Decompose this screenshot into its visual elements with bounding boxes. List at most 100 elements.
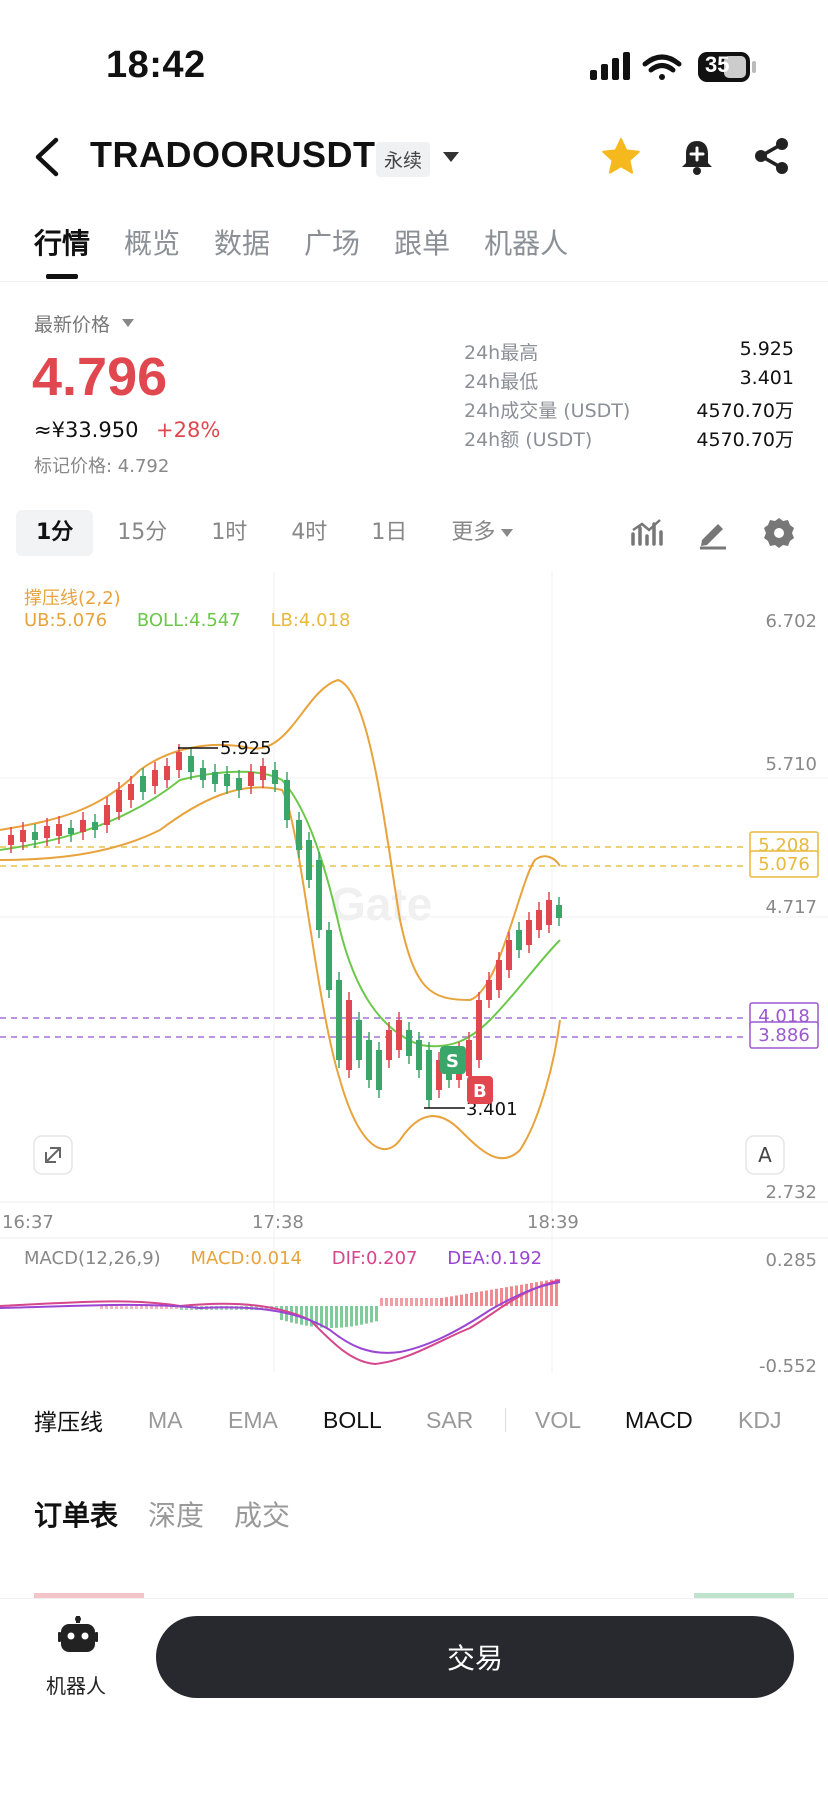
macd-histogram-bar	[450, 1296, 453, 1306]
macd-histogram-bar	[540, 1281, 543, 1306]
tab-kdj[interactable]: KDJ	[738, 1406, 782, 1433]
time-axis-label: 16:37	[2, 1212, 54, 1233]
candle-body	[212, 772, 218, 784]
price-tag-label: 3.886	[758, 1025, 810, 1046]
tab-depth[interactable]: 深度	[148, 1499, 205, 1532]
main-tabs: 行情 概览 数据 广场 跟单 机器人	[34, 222, 602, 262]
tab-overview[interactable]: 概览	[124, 227, 181, 260]
macd-value: MACD:0.014	[190, 1248, 303, 1269]
macd-histogram-bar	[155, 1306, 158, 1309]
candle-body	[326, 930, 332, 990]
timeframe-1h[interactable]: 1时	[211, 520, 248, 545]
settings-gear-icon[interactable]	[762, 516, 796, 550]
candlestick-chart[interactable]: Gate5.9253.401SB6.7025.7104.7172.7325.20…	[0, 572, 828, 1372]
share-icon[interactable]	[752, 136, 792, 176]
timeframe-more[interactable]: 更多	[431, 510, 533, 556]
tab-vol[interactable]: VOL	[535, 1406, 582, 1433]
macd-histogram-bar	[405, 1298, 408, 1306]
tab-ma[interactable]: MA	[148, 1406, 183, 1433]
mark-price: 标记价格: 4.792	[34, 456, 170, 477]
macd-histogram-bar	[320, 1306, 323, 1328]
tab-macd[interactable]: MACD	[625, 1406, 693, 1433]
tab-sar[interactable]: SAR	[426, 1406, 474, 1433]
robot-icon[interactable]	[58, 1616, 98, 1656]
candle-body	[140, 776, 146, 792]
candle-body	[20, 830, 26, 842]
stat-label-high: 24h最高	[464, 342, 539, 364]
contract-type-badge[interactable]: 永续	[376, 142, 431, 177]
macd-histogram-bar	[415, 1298, 418, 1306]
timeframe-1m[interactable]: 1分	[16, 510, 94, 556]
macd-histogram-bar	[420, 1298, 423, 1306]
candle-body	[56, 824, 62, 836]
divider	[0, 281, 828, 282]
macd-histogram-bar	[335, 1306, 338, 1328]
tab-support-resistance[interactable]: 撑压线	[34, 1409, 103, 1435]
candle-body	[224, 774, 230, 786]
candle-body	[546, 900, 552, 925]
candle-body	[236, 778, 242, 790]
star-icon[interactable]	[600, 136, 642, 178]
candle-body	[386, 1030, 392, 1060]
buy-tag-bg	[467, 1076, 493, 1104]
dea-line	[0, 1281, 561, 1354]
tab-market[interactable]: 行情	[34, 227, 91, 260]
tab-data[interactable]: 数据	[214, 227, 271, 260]
status-time: 18:42	[106, 44, 206, 86]
auto-scale-label: A	[758, 1143, 772, 1167]
candle-body	[248, 772, 254, 786]
macd-histogram-bar	[305, 1306, 308, 1326]
dea-value: DEA:0.192	[447, 1248, 543, 1269]
timeframe-1d[interactable]: 1日	[371, 520, 408, 545]
trade-button[interactable]: 交易	[156, 1616, 794, 1698]
stat-value-turnover: 4570.70万	[696, 429, 794, 451]
tab-divider	[505, 1408, 506, 1432]
last-price-label[interactable]: 最新价格	[34, 314, 111, 336]
sell-tag-label: S	[446, 1051, 459, 1072]
time-axis-label: 17:38	[252, 1212, 304, 1233]
chevron-down-icon[interactable]	[122, 319, 134, 327]
indicator-title: 撑压线(2,2)	[24, 588, 121, 609]
macd-legend: MACD(12,26,9) MACD:0.014 DIF:0.207 DEA:0…	[24, 1248, 542, 1269]
timeframe-15m[interactable]: 15分	[117, 520, 168, 545]
tab-copy-trading[interactable]: 跟单	[394, 227, 451, 260]
macd-histogram-bar	[325, 1306, 328, 1328]
macd-histogram-bar	[125, 1306, 128, 1309]
macd-histogram-bar	[315, 1306, 318, 1328]
tab-boll[interactable]: BOLL	[323, 1406, 382, 1433]
macd-axis-top: 0.285	[765, 1250, 817, 1271]
tab-square[interactable]: 广场	[304, 227, 361, 260]
macd-histogram-bar	[470, 1293, 473, 1306]
bell-plus-icon[interactable]	[676, 136, 718, 178]
watermark-logo: Gate	[330, 878, 432, 930]
macd-histogram-bar	[430, 1298, 433, 1306]
candle-body	[346, 1000, 352, 1070]
macd-histogram-bar	[465, 1293, 468, 1306]
boll-mid-line	[0, 770, 561, 1048]
high-marker-label: 5.925	[220, 738, 272, 759]
tab-bots[interactable]: 机器人	[484, 227, 569, 260]
pair-title[interactable]: TRADOORUSDT	[90, 134, 376, 175]
macd-histogram-bar	[165, 1306, 168, 1309]
indicator-values: UB:5.076 BOLL:4.547 LB:4.018	[24, 610, 350, 631]
robot-label[interactable]: 机器人	[46, 1674, 106, 1698]
candle-body	[306, 840, 312, 880]
macd-histogram-bar	[365, 1306, 368, 1324]
boll-upper-line	[0, 678, 561, 1002]
tab-trades[interactable]: 成交	[234, 1499, 291, 1532]
macd-histogram-bar	[490, 1289, 493, 1306]
boll-mid-value: BOLL:4.547	[136, 610, 241, 631]
tab-ema[interactable]: EMA	[228, 1406, 278, 1433]
tab-orderbook[interactable]: 订单表	[34, 1499, 119, 1532]
orderbook-tabs: 订单表 深度 成交	[34, 1494, 320, 1534]
chevron-down-icon	[501, 529, 514, 537]
back-arrow-icon[interactable]	[28, 132, 68, 182]
macd-histogram-bar	[110, 1306, 113, 1309]
timeframe-4h[interactable]: 4时	[291, 520, 328, 545]
macd-histogram-bar	[425, 1298, 428, 1306]
macd-histogram-bar	[400, 1298, 403, 1306]
indicator-icon[interactable]	[630, 516, 664, 550]
orderbook-ratio-peek	[34, 1593, 794, 1598]
draw-pen-icon[interactable]	[696, 516, 730, 550]
chevron-down-icon[interactable]	[442, 150, 460, 164]
